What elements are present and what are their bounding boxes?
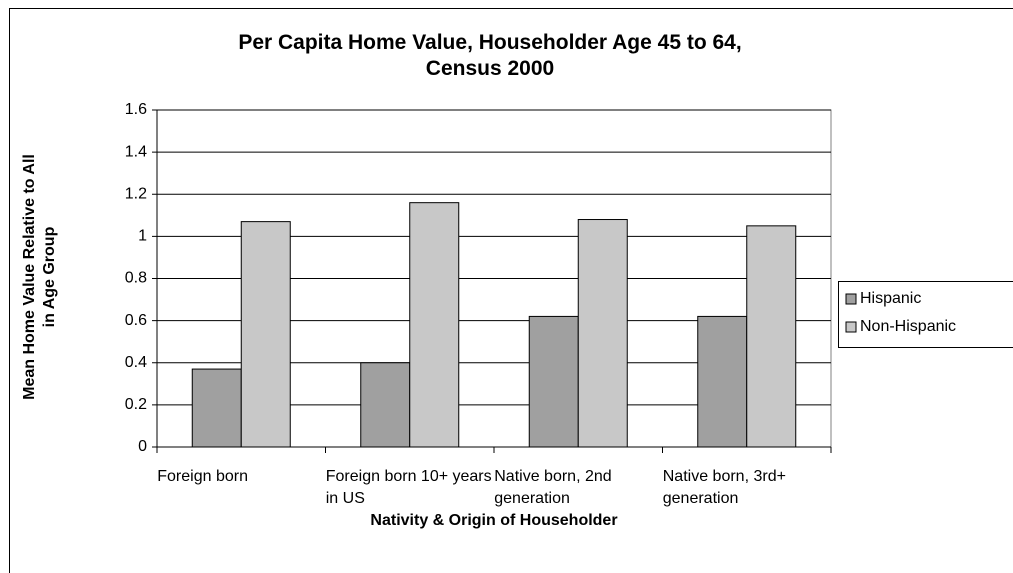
y-tick-label: 1 xyxy=(138,228,147,245)
legend-label: Non-Hispanic xyxy=(860,318,956,335)
x-tick-label: Native born, 2nd generation xyxy=(494,468,612,507)
legend-label: Hispanic xyxy=(860,290,921,307)
bar xyxy=(746,225,797,448)
y-tick-label: 1.6 xyxy=(125,101,147,118)
bar xyxy=(528,315,579,448)
x-tick-label: Native born, 3rd+ generation xyxy=(662,468,786,507)
legend-swatch xyxy=(845,293,857,305)
chart-title: Per Capita Home Value, Householder Age 4… xyxy=(238,31,742,80)
y-tick-label: 0 xyxy=(138,438,147,455)
legend-box xyxy=(838,281,1013,348)
y-tick-label: 0.6 xyxy=(125,312,147,329)
bar xyxy=(697,315,748,448)
y-tick-label: 1.2 xyxy=(125,185,147,202)
x-axis-label: Nativity & Origin of Householder xyxy=(370,512,618,529)
x-tick-label: Foreign born 10+ years in US xyxy=(325,468,492,507)
y-tick-label: 1.4 xyxy=(125,143,147,160)
bar xyxy=(191,368,242,448)
bar xyxy=(360,362,411,448)
bar xyxy=(240,221,291,448)
y-axis-label: Mean Home Value Relative to All in Age G… xyxy=(21,154,58,400)
y-tick-label: 0.8 xyxy=(125,270,147,287)
bar xyxy=(577,219,628,448)
chart-border xyxy=(9,8,1013,573)
legend-swatch xyxy=(845,321,857,333)
y-tick-label: 0.2 xyxy=(125,396,147,413)
y-tick-label: 0.4 xyxy=(125,354,147,371)
x-tick-label: Foreign born xyxy=(157,468,248,485)
bar xyxy=(409,202,460,448)
